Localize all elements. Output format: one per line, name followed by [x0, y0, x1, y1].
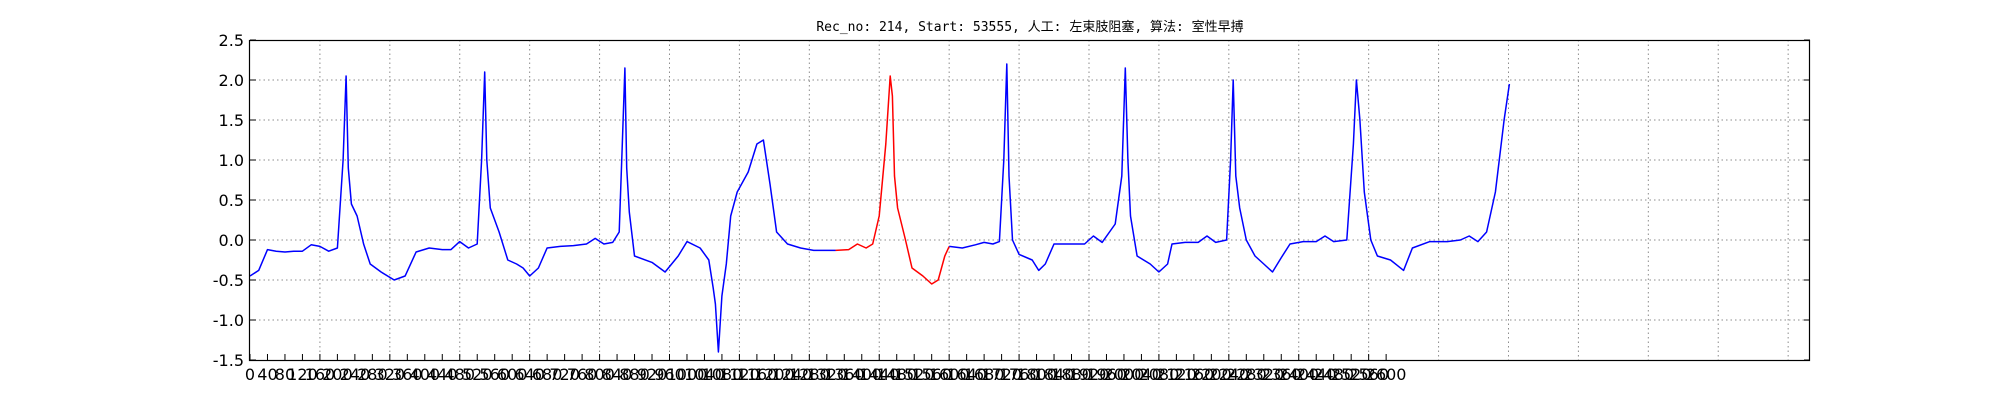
x-tick-label: 2120 [1156, 365, 1197, 384]
x-tick-label: 440 [427, 365, 458, 384]
ecg-series-segment-0 [249, 67, 836, 353]
y-tick-label: 0.5 [219, 191, 244, 210]
x-tick-label: 640 [514, 365, 545, 384]
x-tick-label: 1920 [1069, 365, 1110, 384]
x-tick-label: 1200 [754, 365, 795, 384]
x-tick-label: 320 [375, 365, 406, 384]
x-tick-label: 800 [584, 365, 615, 384]
x-axis-ticks: 0 408012016020024028032036040044048052056… [245, 354, 1407, 384]
x-tick-label: 1320 [806, 365, 847, 384]
y-tick-label: -1.5 [213, 351, 244, 370]
x-tick-label: 1440 [859, 365, 900, 384]
x-tick-label: 880 [619, 365, 650, 384]
x-tick-label: 1160 [737, 365, 778, 384]
x-tick-label: 2480 [1313, 365, 1354, 384]
x-tick-label: 1120 [719, 365, 760, 384]
x-tick-label: 2160 [1174, 365, 1215, 384]
x-tick-label: 2600 [1366, 365, 1407, 384]
x-tick-label: 1280 [789, 365, 830, 384]
x-tick-label: 600 [497, 365, 528, 384]
x-tick-label: 2200 [1191, 365, 1232, 384]
grid-lines [250, 40, 1810, 360]
ecg-series-segment-1 [835, 75, 950, 285]
x-tick-label: 1880 [1051, 365, 1092, 384]
x-tick-label: 1040 [684, 365, 725, 384]
x-tick-label: 520 [462, 365, 493, 384]
y-tick-label: -0.5 [213, 271, 244, 290]
x-tick-label: 680 [532, 365, 563, 384]
x-tick-label: 760 [567, 365, 598, 384]
x-tick-label: 2520 [1331, 365, 1372, 384]
x-tick-label: 2320 [1243, 365, 1284, 384]
x-tick-label: 1640 [946, 365, 987, 384]
x-tick-label: 1680 [964, 365, 1005, 384]
x-tick-label: 1560 [911, 365, 952, 384]
x-tick-label: 1760 [999, 365, 1040, 384]
chart-title: Rec_no: 214, Start: 53555, 人工: 左束肢阻塞, 算法… [816, 19, 1243, 35]
x-tick-label: 1480 [876, 365, 917, 384]
x-tick-label: 280 [357, 365, 388, 384]
x-tick-label: 480 [444, 365, 475, 384]
y-tick-label: 2.5 [219, 31, 244, 50]
x-tick-label: 1360 [824, 365, 865, 384]
y-tick-label: 0.0 [219, 231, 244, 250]
x-tick-label: 2240 [1208, 365, 1249, 384]
x-tick-label: 2400 [1278, 365, 1319, 384]
x-tick-label: 1400 [841, 365, 882, 384]
x-tick-label: 1840 [1034, 365, 1075, 384]
x-tick-label: 2440 [1296, 365, 1337, 384]
y-tick-label: 2.0 [219, 71, 244, 90]
x-tick-label: 2080 [1139, 365, 1180, 384]
x-tick-label: 2560 [1348, 365, 1389, 384]
x-tick-label: 1800 [1016, 365, 1057, 384]
x-tick-label: 960 [654, 365, 685, 384]
x-tick-label: 840 [602, 365, 633, 384]
x-tick-label: 240 [340, 365, 371, 384]
x-tick-label: 80 [275, 365, 295, 384]
x-tick-label: 360 [392, 365, 423, 384]
y-tick-label: 1.5 [219, 111, 244, 130]
x-tick-label: 1960 [1086, 365, 1127, 384]
y-axis-ticks: -1.5 -1.0 -0.5 0.0 0.5 1.0 1.5 2.0 2.5 [213, 31, 1810, 370]
x-tick-label: 920 [637, 365, 668, 384]
x-tick-label: 120 [287, 365, 318, 384]
x-tick-label: 720 [549, 365, 580, 384]
x-tick-label: 2000 [1104, 365, 1145, 384]
x-tick-label: 1240 [771, 365, 812, 384]
x-tick-label: 1720 [981, 365, 1022, 384]
x-tick-label: 160 [305, 365, 336, 384]
x-tick-label: 1600 [929, 365, 970, 384]
x-tick-label: 2360 [1261, 365, 1302, 384]
x-tick-label: 2040 [1121, 365, 1162, 384]
ecg-series [249, 63, 1511, 353]
x-tick-label: 2280 [1226, 365, 1267, 384]
x-tick-label: 200 [322, 365, 353, 384]
x-tick-label: 560 [479, 365, 510, 384]
x-tick-label: 1080 [702, 365, 743, 384]
x-tick-label: 400 [410, 365, 441, 384]
x-tick-label: 0 [245, 365, 255, 384]
x-tick-label: 40 [257, 365, 277, 384]
y-tick-label: 1.0 [219, 151, 244, 170]
y-tick-label: -1.0 [213, 311, 244, 330]
x-tick-label: 1000 [667, 365, 708, 384]
ecg-series-segment-2 [949, 63, 1511, 273]
x-tick-label: 1520 [894, 365, 935, 384]
